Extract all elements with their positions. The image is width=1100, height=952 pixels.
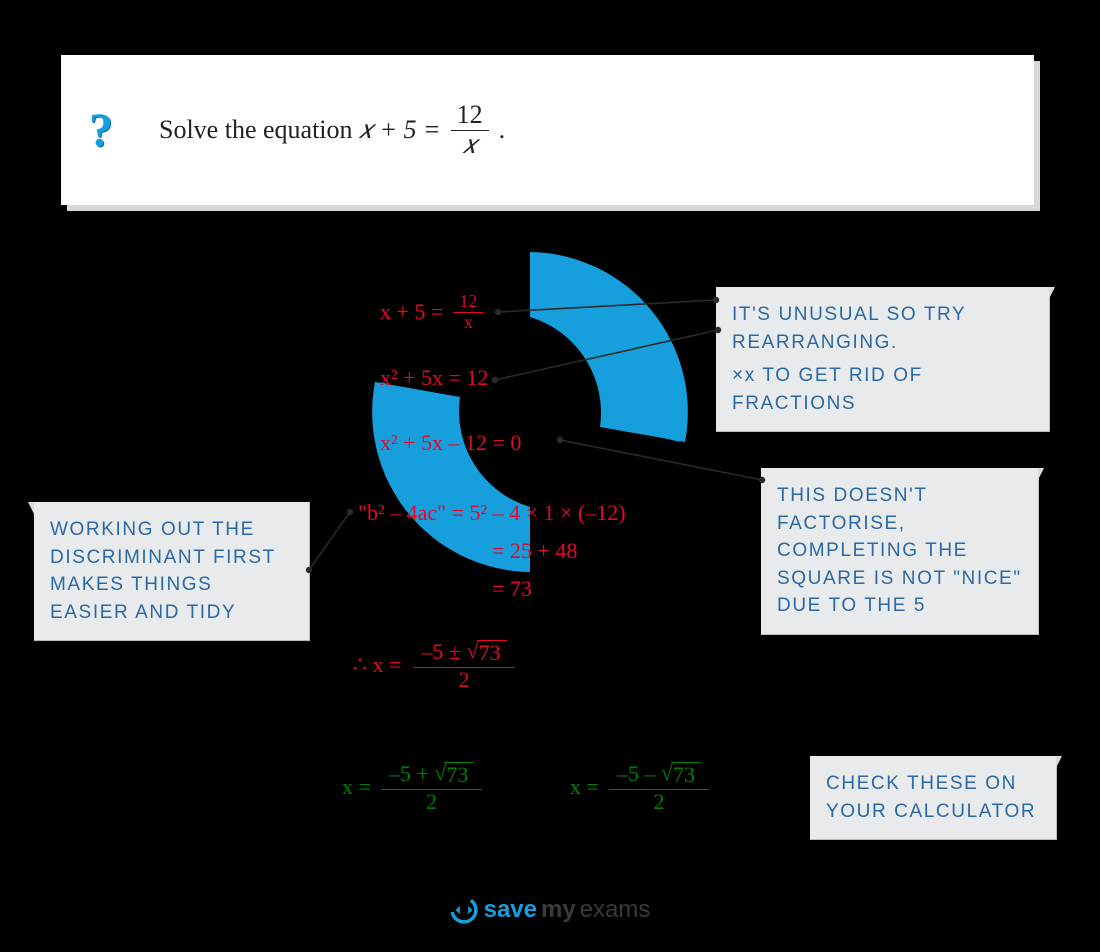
note-r1-line1: IT'S UNUSUAL SO TRY REARRANGING.	[732, 301, 1033, 356]
disc-expand: 5² – 4 × 1 × (–12)	[470, 500, 626, 525]
formula-num: –5 ± 73	[413, 638, 514, 668]
ans-a-num-before: –5 +	[389, 761, 434, 786]
formula-den: 2	[452, 668, 475, 692]
question-text: Solve the equation 𝑥 + 5 = 12 𝑥 .	[159, 101, 505, 159]
ans-b-num: –5 – 73	[609, 760, 709, 790]
ans-a-num: –5 + 73	[381, 760, 483, 790]
question-prompt: Solve the equation	[159, 115, 353, 145]
fraction-numerator: 12	[451, 101, 489, 131]
question-fraction: 12 𝑥	[451, 101, 489, 159]
ans-b-fraction: –5 – 73 2	[609, 760, 709, 814]
brand-my: my	[541, 896, 576, 924]
formula-rad: 73	[477, 640, 507, 665]
ans-b-sqrt: 73	[661, 762, 701, 787]
ans-a-prefix: x =	[342, 774, 371, 800]
ans-b-den: 2	[647, 790, 670, 814]
formula-fraction: –5 ± 73 2	[413, 638, 514, 692]
ans-a-fraction: –5 + 73 2	[381, 760, 483, 814]
disc-label: "b² – 4ac" =	[358, 500, 470, 525]
brand-save: save	[484, 896, 537, 924]
answer-positive: x = –5 + 73 2	[342, 760, 486, 814]
brand-footer: save my exams	[0, 896, 1100, 924]
formula-num-before: –5 ±	[421, 639, 466, 664]
working-step-2: x² + 5x = 12	[380, 365, 488, 391]
question-mark-icon: ?	[89, 103, 129, 158]
formula-prefix: ∴ x =	[353, 652, 401, 678]
working-step-3: x² + 5x – 12 = 0	[380, 430, 521, 456]
step1-lhs: x + 5 =	[380, 299, 443, 325]
note-discriminant-first: WORKING OUT THE DISCRIMINANT FIRST MAKES…	[34, 502, 310, 641]
note-r1-line2: ×x TO GET RID OF FRACTIONS	[732, 362, 1033, 417]
note-doesnt-factorise: THIS DOESN'T FACTORISE, COMPLETING THE S…	[761, 468, 1039, 635]
brand-logo-icon	[450, 896, 478, 924]
step1-den: x	[458, 313, 479, 333]
step1-fraction: 12 x	[453, 292, 483, 333]
note-rearranging: IT'S UNUSUAL SO TRY REARRANGING. ×x TO G…	[716, 287, 1050, 432]
step1-num: 12	[453, 292, 483, 313]
ans-a-rad: 73	[444, 762, 474, 787]
ans-b-rad: 73	[671, 762, 701, 787]
question-period: .	[499, 115, 506, 145]
ans-a-den: 2	[420, 790, 443, 814]
ans-b-prefix: x =	[570, 774, 599, 800]
answer-negative: x = –5 – 73 2	[570, 760, 713, 814]
ans-a-sqrt: 73	[434, 762, 474, 787]
brand-exams: exams	[580, 896, 651, 924]
discriminant-line-1: "b² – 4ac" = 5² – 4 × 1 × (–12)	[358, 500, 626, 526]
fraction-denominator: 𝑥	[456, 131, 482, 160]
quadratic-formula-result: ∴ x = –5 ± 73 2	[353, 638, 519, 692]
working-step-1: x + 5 = 12 x	[380, 292, 487, 333]
ans-b-num-before: –5 –	[617, 761, 661, 786]
note-check-calculator: CHECK THESE ON YOUR CALCULATOR	[810, 756, 1057, 840]
discriminant-line-3: = 73	[492, 576, 532, 602]
question-lhs: 𝑥 + 5 =	[359, 115, 441, 146]
formula-sqrt: 73	[466, 640, 506, 665]
question-card: ? Solve the equation 𝑥 + 5 = 12 𝑥 .	[61, 55, 1034, 205]
discriminant-line-2: = 25 + 48	[492, 538, 577, 564]
